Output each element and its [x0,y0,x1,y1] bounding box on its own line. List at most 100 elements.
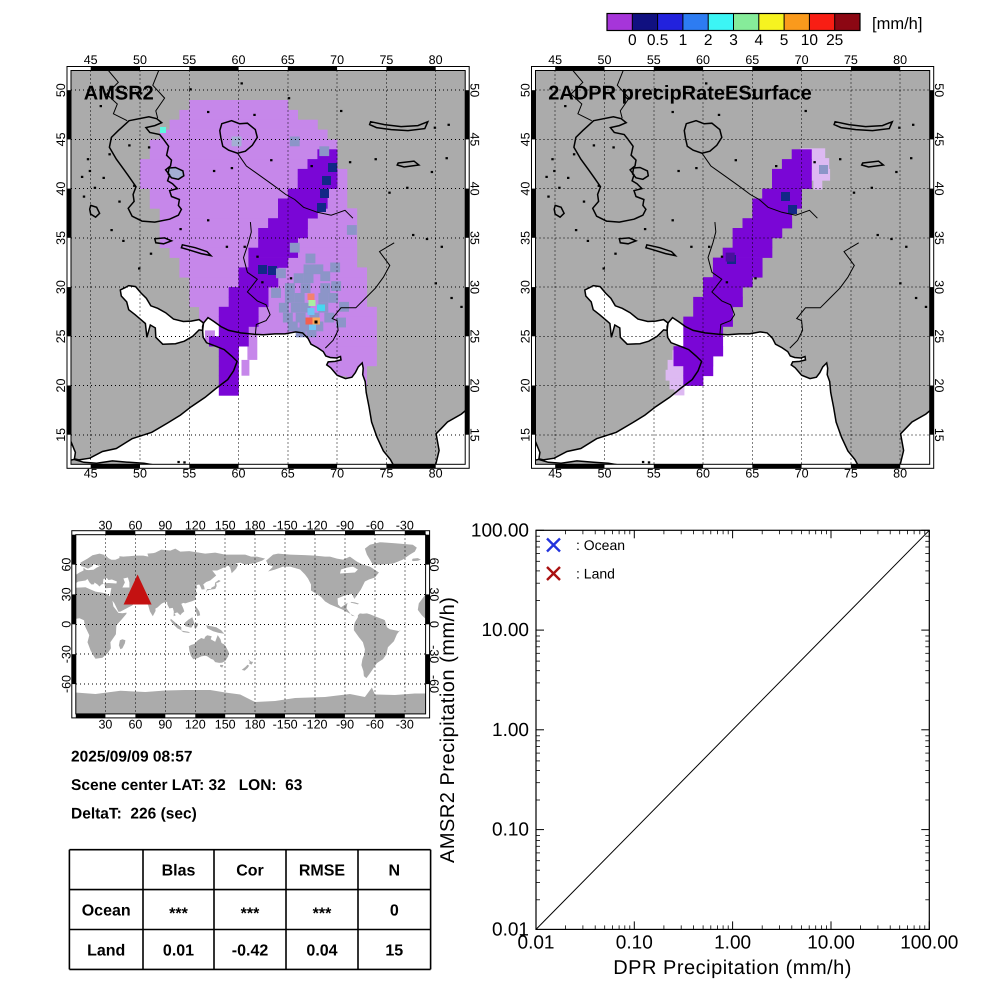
svg-text:20: 20 [932,379,946,393]
svg-text:40: 40 [468,182,482,196]
svg-text:-90: -90 [336,718,354,732]
svg-text:60: 60 [60,558,74,572]
svg-text:35: 35 [468,231,482,245]
svg-text:0.5: 0.5 [647,32,669,49]
svg-text:30: 30 [60,587,74,601]
svg-text:: Land: : Land [576,566,615,582]
svg-text:50: 50 [519,83,533,97]
svg-text:0.04: 0.04 [306,943,337,960]
svg-text:45: 45 [84,467,98,481]
svg-text:100.00: 100.00 [471,520,529,541]
svg-text:-0.42: -0.42 [232,943,269,960]
svg-text:-30: -30 [60,645,74,663]
svg-text:2ADPR precipRateESurface: 2ADPR precipRateESurface [548,83,811,105]
svg-text:0.01: 0.01 [163,943,194,960]
svg-text:0: 0 [427,621,441,628]
svg-text:25: 25 [54,329,68,343]
svg-text:70: 70 [795,53,809,67]
svg-text:120: 120 [185,718,206,732]
svg-text:40: 40 [54,182,68,196]
svg-text:75: 75 [379,467,393,481]
svg-text:-150: -150 [273,718,298,732]
svg-text:0: 0 [60,621,74,628]
svg-text:90: 90 [158,718,172,732]
svg-text:15: 15 [385,943,403,960]
svg-text:-30: -30 [396,519,414,533]
svg-text:45: 45 [519,132,533,146]
svg-text:75: 75 [844,53,858,67]
svg-text:80: 80 [429,53,443,67]
svg-text:65: 65 [745,467,759,481]
svg-text:150: 150 [215,718,236,732]
svg-text:30: 30 [54,280,68,294]
svg-text:AMSR2: AMSR2 [84,83,154,105]
svg-text:50: 50 [133,53,147,67]
svg-text:-30: -30 [427,645,441,663]
svg-text:0.01: 0.01 [492,919,529,940]
svg-text:50: 50 [598,467,612,481]
svg-text:0: 0 [390,903,399,920]
svg-text:45: 45 [54,132,68,146]
svg-text:45: 45 [468,132,482,146]
svg-text:***: *** [241,906,260,923]
svg-text:20: 20 [54,379,68,393]
svg-text:55: 55 [182,53,196,67]
svg-text:***: *** [313,906,332,923]
svg-text:15: 15 [54,428,68,442]
svg-text:Blas: Blas [162,863,196,880]
svg-text:10.00: 10.00 [481,620,529,641]
svg-text:3: 3 [729,32,738,49]
svg-text:75: 75 [844,467,858,481]
svg-text:Cor: Cor [236,863,264,880]
svg-text:65: 65 [281,53,295,67]
svg-text:***: *** [169,906,188,923]
svg-text:25: 25 [932,329,946,343]
svg-text:5: 5 [780,32,789,49]
svg-text:65: 65 [281,467,295,481]
svg-text:180: 180 [245,519,266,533]
svg-text:-60: -60 [366,519,384,533]
svg-text:4: 4 [754,32,763,49]
svg-text:55: 55 [647,467,661,481]
svg-text:60: 60 [232,53,246,67]
svg-text:-90: -90 [336,519,354,533]
svg-text:35: 35 [519,231,533,245]
svg-text:-60: -60 [60,675,74,693]
svg-text:25: 25 [826,32,843,49]
svg-text:AMSR2 Precipitation (mm/h): AMSR2 Precipitation (mm/h) [437,597,459,863]
svg-text:10.00: 10.00 [807,933,855,954]
svg-text:Land: Land [87,943,125,960]
svg-text:0: 0 [628,32,637,49]
svg-text:Ocean: Ocean [82,903,131,920]
svg-text:50: 50 [54,83,68,97]
svg-text:30: 30 [98,718,112,732]
svg-text:40: 40 [932,182,946,196]
svg-text:15: 15 [468,428,482,442]
svg-text:30: 30 [98,519,112,533]
svg-text:80: 80 [429,467,443,481]
svg-text:60: 60 [128,718,142,732]
svg-text:35: 35 [54,231,68,245]
svg-text:10: 10 [801,32,819,49]
svg-text:80: 80 [893,467,907,481]
svg-text:50: 50 [932,83,946,97]
svg-text:55: 55 [182,467,196,481]
svg-text:20: 20 [519,379,533,393]
svg-text:25: 25 [468,329,482,343]
svg-text:45: 45 [548,467,562,481]
svg-text:20: 20 [468,379,482,393]
svg-text:1.00: 1.00 [492,720,529,741]
svg-text:70: 70 [330,467,344,481]
svg-text:50: 50 [133,467,147,481]
svg-text:0.01: 0.01 [518,933,555,954]
svg-text:0.10: 0.10 [616,933,653,954]
svg-text:60: 60 [696,467,710,481]
svg-text:65: 65 [745,53,759,67]
svg-text:2025/09/09 08:57: 2025/09/09 08:57 [71,749,193,766]
svg-text:: Ocean: : Ocean [576,537,625,553]
svg-text:N: N [389,863,401,880]
svg-text:150: 150 [215,519,236,533]
svg-text:DPR Precipitation (mm/h): DPR Precipitation (mm/h) [613,957,852,979]
svg-text:30: 30 [519,280,533,294]
svg-text:35: 35 [932,231,946,245]
